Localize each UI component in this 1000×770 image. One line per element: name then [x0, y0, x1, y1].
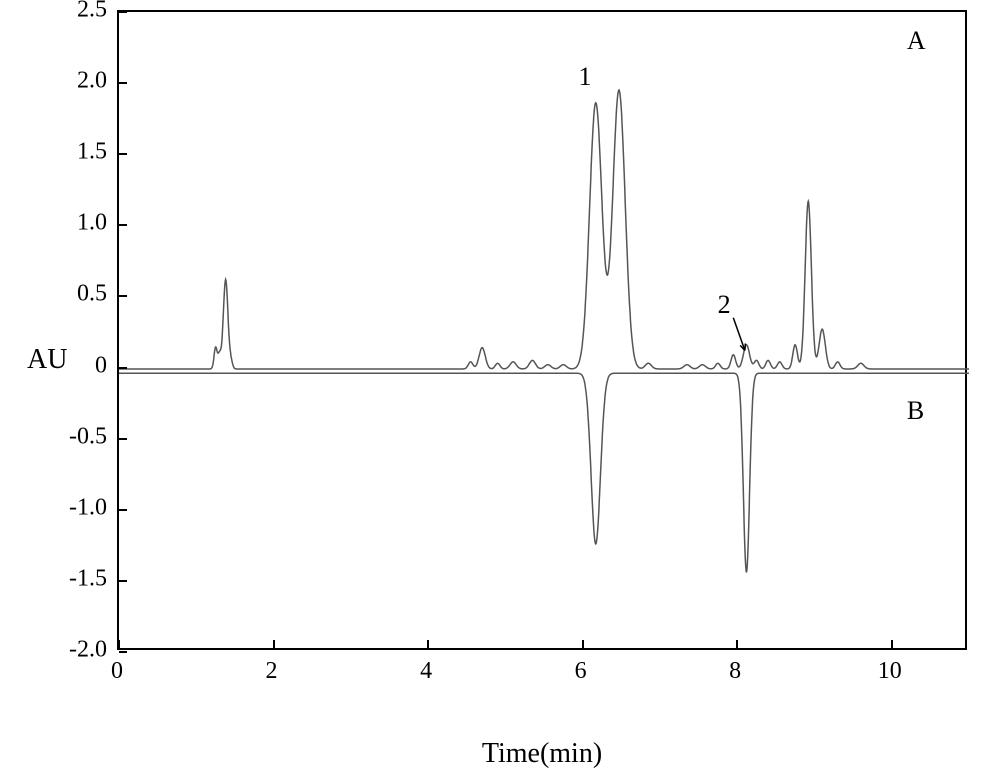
x-tick-label: 4 [420, 658, 432, 685]
chromatogram-svg [119, 12, 969, 652]
y-tick-label: 1.5 [47, 139, 107, 166]
x-tick-label: 6 [575, 658, 587, 685]
y-tick [119, 82, 127, 84]
y-tick-label: 1.0 [47, 210, 107, 237]
annotation-A: A [907, 26, 926, 56]
x-tick-label: 0 [111, 658, 123, 685]
y-tick-label: 0.5 [47, 281, 107, 308]
x-tick [427, 640, 429, 648]
x-axis-label: Time(min) [482, 738, 602, 770]
y-tick [119, 438, 127, 440]
x-tick-label: 2 [266, 658, 278, 685]
trace-a [119, 90, 969, 369]
annotation-B: B [907, 396, 924, 426]
x-tick [891, 640, 893, 648]
y-tick-label: 2.0 [47, 68, 107, 95]
trace-b [119, 373, 969, 572]
annotation-arrow [733, 318, 745, 351]
y-tick [119, 580, 127, 582]
y-tick-label: 2.5 [47, 0, 107, 24]
y-tick-label: -1.5 [47, 565, 107, 592]
y-tick [119, 295, 127, 297]
annotation-2: 2 [718, 290, 731, 320]
x-tick [736, 640, 738, 648]
y-tick [119, 509, 127, 511]
y-tick [119, 224, 127, 226]
y-tick-label: -1.0 [47, 494, 107, 521]
annotation-1: 1 [579, 62, 592, 92]
y-tick-label: -2.0 [47, 637, 107, 664]
y-tick [119, 153, 127, 155]
x-tick [273, 640, 275, 648]
y-tick-label: -0.5 [47, 423, 107, 450]
y-tick [119, 11, 127, 13]
chromatogram-chart: AB12 AU Time(min) -2.0-1.5-1.0-0.500.51.… [117, 10, 967, 710]
x-tick [118, 640, 120, 648]
y-tick [119, 367, 127, 369]
x-tick-label: 8 [729, 658, 741, 685]
y-tick-label: 0 [47, 352, 107, 379]
x-tick-label: 10 [878, 658, 902, 685]
x-tick [582, 640, 584, 648]
y-tick [119, 651, 127, 653]
plot-area: A B 1 2 [117, 10, 967, 650]
